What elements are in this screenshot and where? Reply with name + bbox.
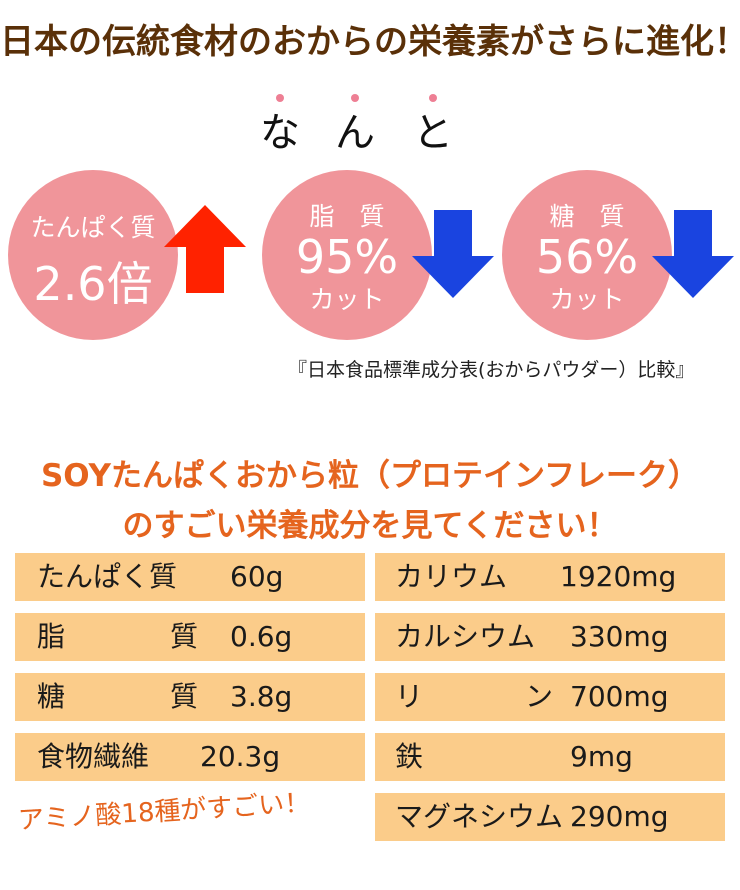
- stat-label: 脂 質: [309, 202, 385, 231]
- nutrient-name: カルシウム: [395, 620, 536, 653]
- emphasis-char: な: [260, 110, 300, 156]
- nutrient-name: リ: [395, 680, 424, 713]
- nutrient-row-fiber: 食物繊維 20.3g: [15, 733, 365, 781]
- source-note: 『日本食品標準成分表(おからパウダー）比較』: [288, 359, 695, 381]
- nutrient-value: 1920mg: [560, 560, 677, 593]
- nutrient-row-fat: 脂 質 0.6g: [15, 613, 365, 661]
- sugar-stat-circle: 糖 質 56% カット: [502, 170, 672, 340]
- nutrient-value: 0.6g: [230, 620, 293, 653]
- nutrient-row-calcium: カルシウム 330mg: [375, 613, 725, 661]
- emphasis-dot: [351, 94, 359, 102]
- nutrient-name: カリウム: [395, 560, 508, 593]
- stat-suffix: カット: [549, 285, 625, 314]
- nutrient-value: 330mg: [570, 620, 669, 653]
- nutrient-name: 鉄: [395, 740, 424, 773]
- nutrient-value: 20.3g: [200, 740, 281, 773]
- stat-value: 2.6倍: [33, 257, 153, 311]
- stat-value: 95%: [295, 230, 399, 284]
- nutrient-value: 60g: [230, 560, 284, 593]
- subtitle-line1: SOYたんぱくおから粒（プロテインフレーク）: [40, 458, 700, 494]
- nutrient-name: 食物繊維: [37, 740, 150, 773]
- nutrient-row-magnesium: マグネシウム 290mg: [375, 793, 725, 841]
- nutrient-row-phosphorus: リ ン 700mg: [375, 673, 725, 721]
- down-arrow-icon: [652, 210, 734, 298]
- nutrient-row-iron: 鉄 9mg: [375, 733, 725, 781]
- stat-suffix: カット: [309, 285, 385, 314]
- headline: 日本の伝統食材のおからの栄養素がさらに進化！: [0, 22, 740, 62]
- fat-stat-circle: 脂 質 95% カット: [262, 170, 432, 340]
- up-arrow-icon: [164, 205, 246, 293]
- nutrient-row-potassium: カリウム 1920mg: [375, 553, 725, 601]
- emphasis-text: な ん と: [255, 94, 485, 160]
- emphasis-dot: [276, 94, 284, 102]
- stat-label: 糖 質: [549, 202, 625, 231]
- nutrient-name: マグネシウム: [395, 800, 564, 833]
- nutrient-row-sugar: 糖 質 3.8g: [15, 673, 365, 721]
- emphasis-char: と: [413, 110, 453, 156]
- nutrient-name: 脂: [37, 620, 66, 653]
- protein-stat-circle: たんぱく質 2.6倍: [8, 170, 178, 340]
- emphasis-dot: [429, 94, 437, 102]
- emphasis-char: ん: [335, 110, 375, 156]
- nutrient-name-2: 質: [170, 680, 199, 713]
- nutrient-value: 9mg: [570, 740, 633, 773]
- nutrient-row-protein: たんぱく質 60g: [15, 553, 365, 601]
- nutrient-value: 700mg: [570, 680, 669, 713]
- nutrient-name-2: ン: [525, 680, 554, 713]
- amino-acid-note: アミノ酸18種がすごい！: [17, 788, 312, 836]
- nutrient-name-2: 質: [170, 620, 199, 653]
- down-arrow-icon: [412, 210, 494, 298]
- nutrient-name: 糖: [37, 680, 66, 713]
- nutrient-value: 3.8g: [230, 680, 293, 713]
- stat-value: 56%: [535, 230, 639, 284]
- nutrient-name: たんぱく質: [37, 560, 178, 593]
- subtitle-line2: のすごい栄養成分を見てください！: [122, 508, 618, 544]
- nutrient-value: 290mg: [570, 800, 669, 833]
- stat-label: たんぱく質: [30, 213, 156, 242]
